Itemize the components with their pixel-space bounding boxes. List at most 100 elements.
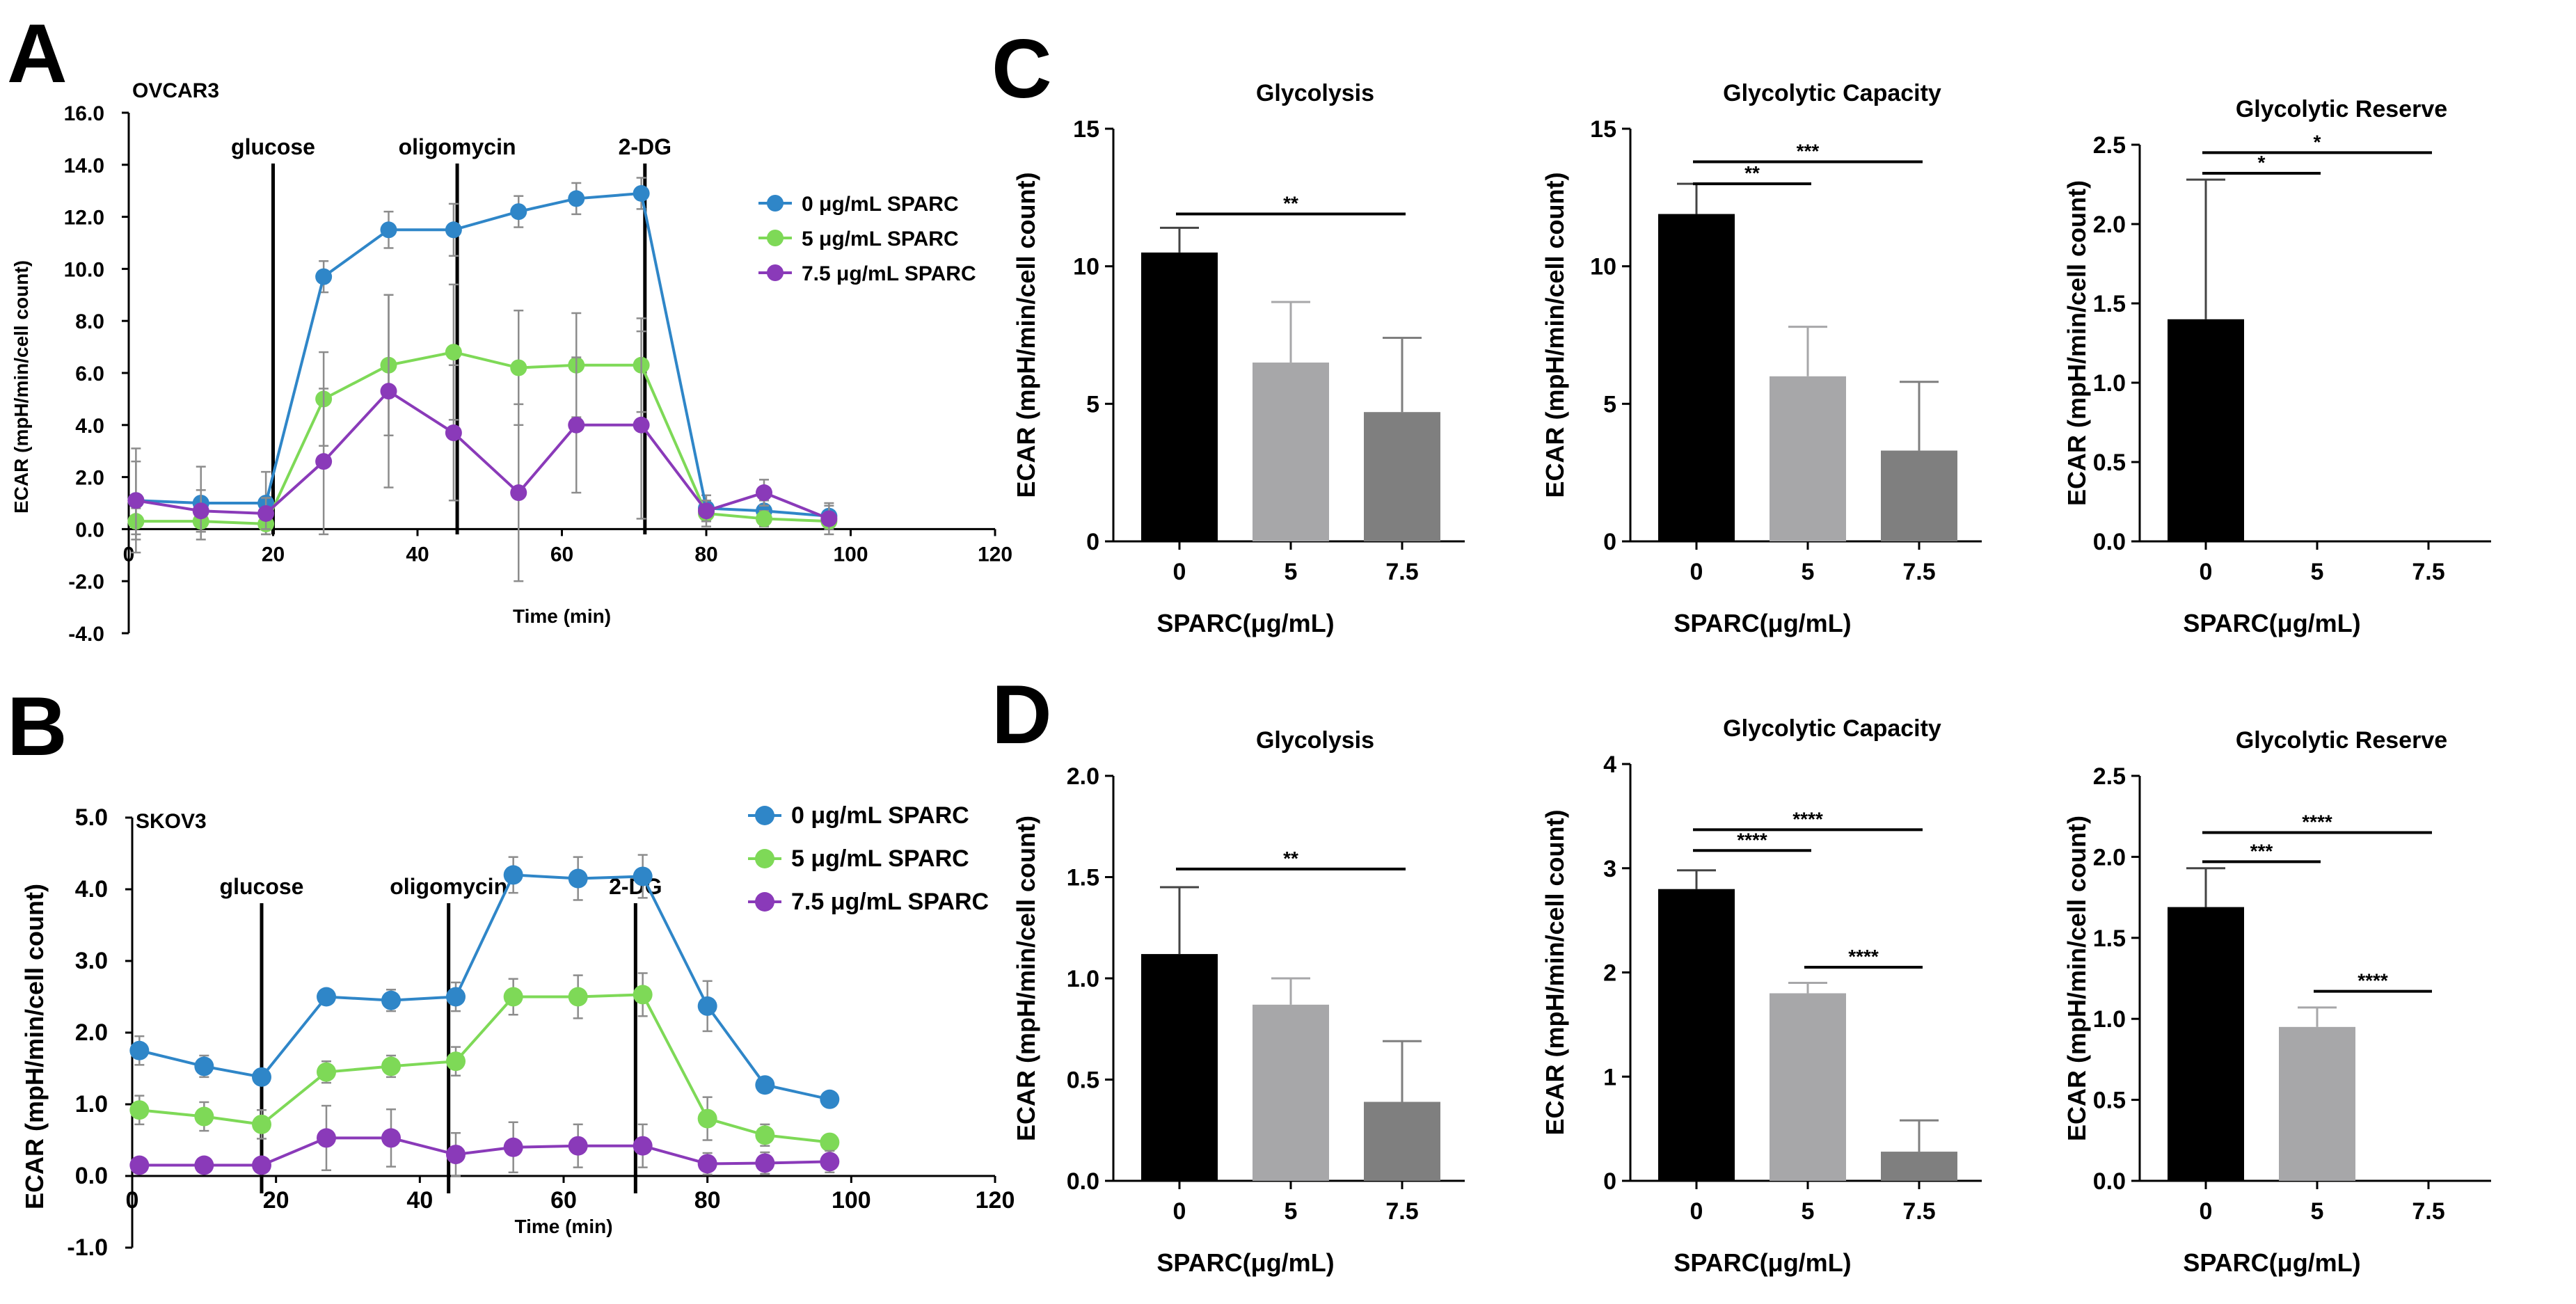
bar-chart-c3: Glycolytic Reserve 0.0 0.5 1.0 1.5 2.0 2.5 0 5 7.… — [2062, 96, 2491, 637]
data-point — [445, 344, 462, 361]
chart-title: Glycolytic Reserve — [2236, 727, 2447, 754]
y-tick-label: 0 — [1603, 529, 1616, 555]
x-tick-label: 20 — [262, 543, 285, 566]
injection-label: 2-DG — [619, 134, 671, 159]
panel-letter-b: B — [7, 680, 67, 773]
x-tick-label: 60 — [550, 1187, 577, 1214]
x-tick-label: 0 — [1690, 1198, 1703, 1225]
legend-marker — [755, 849, 774, 868]
x-tick-label: 80 — [694, 543, 717, 566]
y-tick-label: 1.5 — [1067, 865, 1099, 891]
data-point — [446, 1051, 466, 1072]
x-tick-label: 7.5 — [1902, 1198, 1935, 1225]
y-tick-label: 4.0 — [75, 876, 108, 903]
x-axis-label: SPARC(μg/mL) — [1156, 609, 1334, 637]
data-point — [755, 1125, 775, 1145]
y-tick-label: 2.0 — [2093, 844, 2126, 870]
x-tick-label: 7.5 — [2412, 1198, 2444, 1225]
significance-label: *** — [1797, 140, 1820, 161]
data-point — [129, 1155, 150, 1175]
data-point — [820, 1152, 840, 1172]
significance-label: **** — [1792, 808, 1823, 829]
bar — [2168, 907, 2244, 1181]
series-line — [136, 351, 829, 525]
bar — [1253, 363, 1329, 541]
x-tick-label: 0 — [2200, 559, 2213, 585]
chart-title: Glycolytic Capacity — [1723, 715, 1941, 742]
data-point — [503, 865, 523, 885]
legend-label: 7.5 μg/mL SPARC — [791, 889, 989, 915]
x-axis-label: SPARC(μg/mL) — [1673, 1248, 1851, 1277]
data-point — [633, 985, 653, 1005]
y-tick-label: 2.0 — [1067, 763, 1099, 790]
y-tick-label: -2.0 — [68, 571, 104, 594]
data-point — [510, 203, 527, 221]
data-point — [633, 416, 650, 434]
significance-label: ** — [1283, 848, 1298, 869]
legend-label: 7.5 μg/mL SPARC — [802, 262, 976, 285]
x-tick-label: 0 — [126, 1187, 139, 1214]
legend-marker — [755, 892, 774, 912]
bar — [1658, 214, 1735, 541]
x-tick-label: 7.5 — [1385, 559, 1418, 585]
data-point — [568, 190, 585, 207]
cell-line-title: SKOV3 — [136, 810, 207, 833]
x-tick-label: 120 — [976, 1187, 1015, 1214]
y-tick-label: 0.0 — [75, 1163, 108, 1189]
x-tick-label: 0 — [2200, 1198, 2213, 1225]
data-point — [697, 1154, 717, 1174]
data-point — [755, 1153, 775, 1173]
data-point — [445, 221, 462, 239]
legend-label: 0 μg/mL SPARC — [802, 193, 959, 216]
y-tick-label: 0.5 — [2093, 1088, 2126, 1114]
panel-letter-d: D — [992, 668, 1052, 761]
injection-label: oligomycin — [390, 874, 507, 899]
bar-chart-d2: Glycolytic Capacity 0 1 2 3 4 0 5 7.5 **** **** ***… — [1541, 715, 1982, 1277]
data-point — [697, 996, 717, 1016]
data-point — [129, 1100, 150, 1120]
chart-title: Glycolytic Reserve — [2236, 96, 2447, 122]
bar — [2279, 1026, 2355, 1181]
bar — [1364, 1102, 1440, 1181]
bar — [2168, 319, 2244, 541]
significance-label: *** — [2250, 840, 2273, 861]
data-point — [194, 1106, 214, 1127]
significance-label: **** — [1737, 829, 1767, 850]
data-point — [445, 424, 462, 442]
series-1 — [129, 854, 840, 1109]
legend-marker — [767, 230, 784, 246]
series-3 — [127, 294, 838, 582]
data-point — [820, 1132, 840, 1152]
bar — [1770, 993, 1846, 1181]
y-tick-label: 1.0 — [1067, 966, 1099, 992]
data-point — [381, 990, 401, 1010]
y-axis-label: ECAR (mpH/min/cell count) — [20, 884, 49, 1209]
y-axis-label: ECAR (mpH/min/cell count) — [10, 260, 32, 514]
x-tick-label: 40 — [406, 543, 429, 566]
y-tick-label: 1 — [1603, 1064, 1616, 1090]
data-point — [446, 1145, 466, 1165]
x-tick-label: 7.5 — [1385, 1198, 1418, 1225]
x-tick-label: 5 — [2311, 1198, 2324, 1225]
y-tick-label: 1.5 — [2093, 291, 2126, 317]
x-tick-label: 5 — [1285, 1198, 1298, 1225]
data-point — [446, 987, 466, 1007]
panel-letter-a: A — [7, 7, 67, 100]
x-tick-label: 0 — [123, 543, 135, 566]
data-point — [315, 453, 333, 470]
data-point — [756, 510, 772, 527]
injection-label: glucose — [231, 134, 315, 159]
y-axis-label: ECAR (mpH/min/cell count) — [1541, 809, 1569, 1135]
data-point — [129, 1040, 150, 1060]
x-tick-label: 0 — [1690, 559, 1703, 585]
injection-label: glucose — [220, 874, 304, 899]
y-tick-label: 0.0 — [2093, 1168, 2126, 1195]
y-tick-label: 14.0 — [64, 154, 104, 177]
significance-label: ** — [1283, 193, 1298, 214]
x-axis-label: SPARC(μg/mL) — [2183, 609, 2360, 637]
bar-chart-d3: Glycolytic Reserve 0.0 0.5 1.0 1.5 2.0 2.5 0 5 7.… — [2062, 727, 2491, 1277]
x-tick-label: 120 — [978, 543, 1012, 566]
